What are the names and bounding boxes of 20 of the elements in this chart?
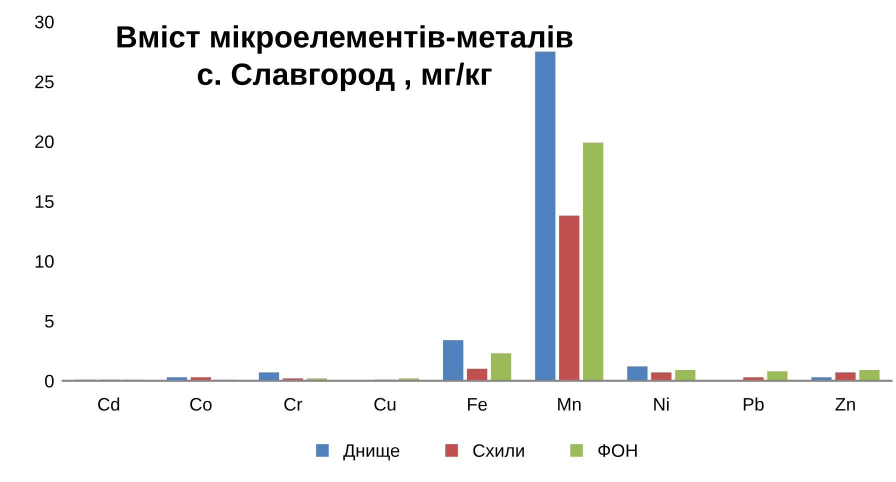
x-tick-label: Cd — [98, 397, 120, 411]
x-tick-label: Zn — [836, 398, 855, 411]
legend-label: Днище — [343, 444, 400, 460]
x-tick-label: Fe — [468, 398, 487, 411]
x-tick-label: Cu — [374, 398, 396, 411]
x-tick-label: Co — [190, 398, 212, 411]
y-tick-label: 0 — [45, 374, 54, 388]
y-tick-label: 20 — [35, 135, 54, 148]
y-tick-label: 25 — [35, 75, 54, 88]
y-tick-label: 30 — [34, 16, 54, 28]
y-tick-label: 10 — [36, 255, 54, 268]
x-tick-label: Pb — [744, 397, 764, 411]
x-tick-label: Cr — [284, 398, 302, 411]
legend-label: Схили — [473, 444, 524, 457]
legend-label: ФОН — [598, 444, 637, 457]
x-tick-label: Ni — [654, 397, 669, 411]
text: Вміст мікроелементів-металів с. Славгород , мг/кг — [117, 25, 572, 92]
x-tick-label: Mn — [558, 398, 581, 411]
y-tick-label: 5 — [45, 315, 54, 328]
y-tick-label: 15 — [36, 195, 54, 208]
